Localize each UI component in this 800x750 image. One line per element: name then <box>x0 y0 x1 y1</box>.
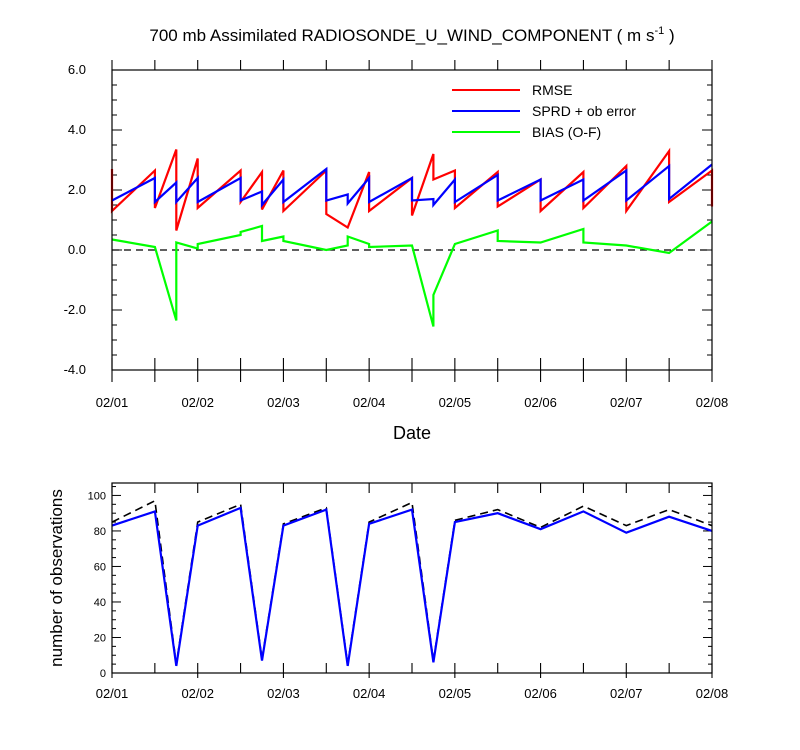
legend-sprd-label: SPRD + ob error <box>532 103 636 119</box>
top-chart-ticks <box>111 60 713 382</box>
top-chart-tick-labels: 02/01 02/02 02/03 02/04 02/05 02/06 02/07 02/08… <box>64 62 729 410</box>
x-tick-label-02-06: 02/06 <box>524 395 557 410</box>
series-line-bias-o-f <box>111 220 713 327</box>
bottom-y-tick-label-40: 40 <box>94 597 106 609</box>
bottom-chart-series <box>111 499 713 667</box>
bottom-y-tick-label-20: 20 <box>94 632 106 644</box>
bottom-chart-frame <box>111 482 713 674</box>
chart-title-end: ) <box>664 26 674 45</box>
chart-title-superscript: -1 <box>654 25 664 37</box>
top-chart-series <box>110 147 714 327</box>
x-tick-label-02-02: 02/02 <box>181 395 214 410</box>
bottom-x-tick-label-02-02: 02/02 <box>181 686 214 701</box>
bottom-y-tick-label-60: 60 <box>94 561 106 573</box>
bottom-chart-tick-labels: 02/01 02/02 02/03 02/04 02/05 02/06 02/07 02/08… <box>88 490 729 701</box>
x-tick-label-02-07: 02/07 <box>610 395 643 410</box>
observations-total-dashed-line <box>111 499 713 665</box>
y-tick-label-0-0: 0.0 <box>68 242 86 257</box>
bottom-chart: 02/01 02/02 02/03 02/04 02/05 02/06 02/07 02/08… <box>47 482 729 701</box>
x-tick-label-02-08: 02/08 <box>696 395 729 410</box>
series-line-sprd-ob-error <box>111 163 713 209</box>
x-tick-label-02-04: 02/04 <box>353 395 386 410</box>
top-chart-x-axis-label: Date <box>393 423 431 443</box>
top-chart-frame <box>111 69 713 371</box>
series-line-rmse <box>110 147 714 231</box>
observations-assimilated-line <box>111 506 713 667</box>
y-tick-label-2-0: 2.0 <box>68 182 86 197</box>
y-tick-label-4-0: 4.0 <box>68 122 86 137</box>
y-tick-label-2-0: -2.0 <box>64 302 86 317</box>
x-tick-label-02-05: 02/05 <box>439 395 472 410</box>
bottom-x-tick-label-02-01: 02/01 <box>96 686 129 701</box>
bottom-x-tick-label-02-07: 02/07 <box>610 686 643 701</box>
chart-legend: RMSE SPRD + ob error BIAS (O-F) <box>452 82 636 140</box>
chart-title: 700 mb Assimilated RADIOSONDE_U_WIND_COM… <box>149 25 674 45</box>
y-tick-label-6-0: 6.0 <box>68 62 86 77</box>
bottom-x-tick-label-02-04: 02/04 <box>353 686 386 701</box>
bottom-y-tick-label-80: 80 <box>94 526 106 538</box>
y-tick-label-4-0: -4.0 <box>64 362 86 377</box>
bottom-chart-y-axis-label: number of observations <box>47 489 66 667</box>
top-chart: 02/01 02/02 02/03 02/04 02/05 02/06 02/07 02/08… <box>64 60 729 443</box>
bottom-x-tick-label-02-05: 02/05 <box>439 686 472 701</box>
x-tick-label-02-03: 02/03 <box>267 395 300 410</box>
x-tick-label-02-01: 02/01 <box>96 395 129 410</box>
chart-title-main: 700 mb Assimilated RADIOSONDE_U_WIND_COM… <box>149 26 654 45</box>
bottom-x-tick-label-02-08: 02/08 <box>696 686 729 701</box>
bottom-x-tick-label-02-03: 02/03 <box>267 686 300 701</box>
legend-bias-label: BIAS (O-F) <box>532 124 601 140</box>
legend-rmse-label: RMSE <box>532 82 572 98</box>
bottom-y-tick-label-0: 0 <box>100 668 106 680</box>
bottom-x-tick-label-02-06: 02/06 <box>524 686 557 701</box>
bottom-y-tick-label-100: 100 <box>88 490 106 502</box>
